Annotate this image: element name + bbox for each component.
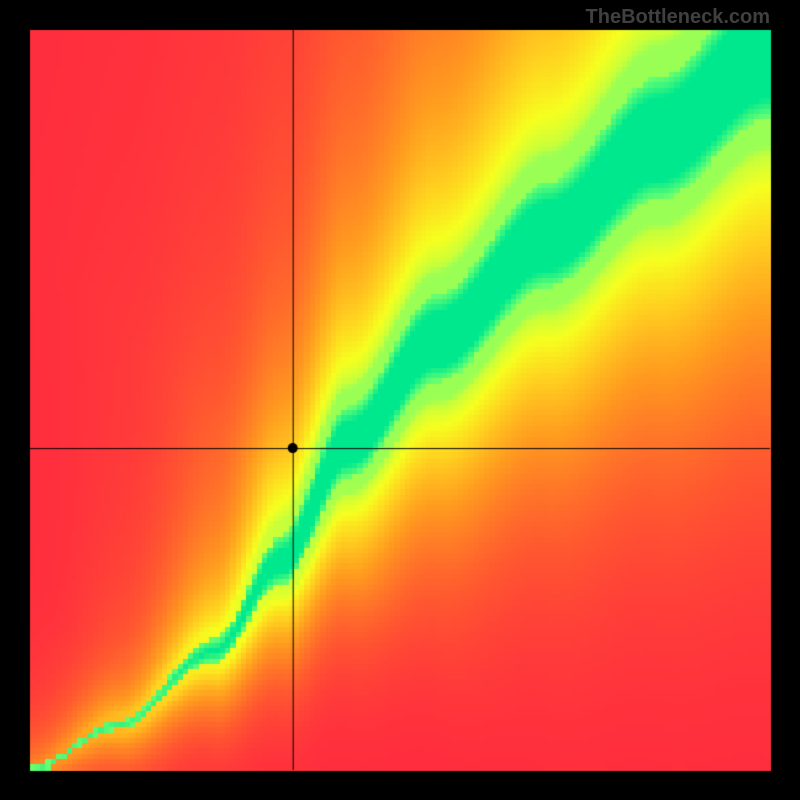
chart-container: TheBottleneck.com [0,0,800,800]
watermark-text: TheBottleneck.com [586,6,770,29]
bottleneck-heatmap [0,0,800,800]
